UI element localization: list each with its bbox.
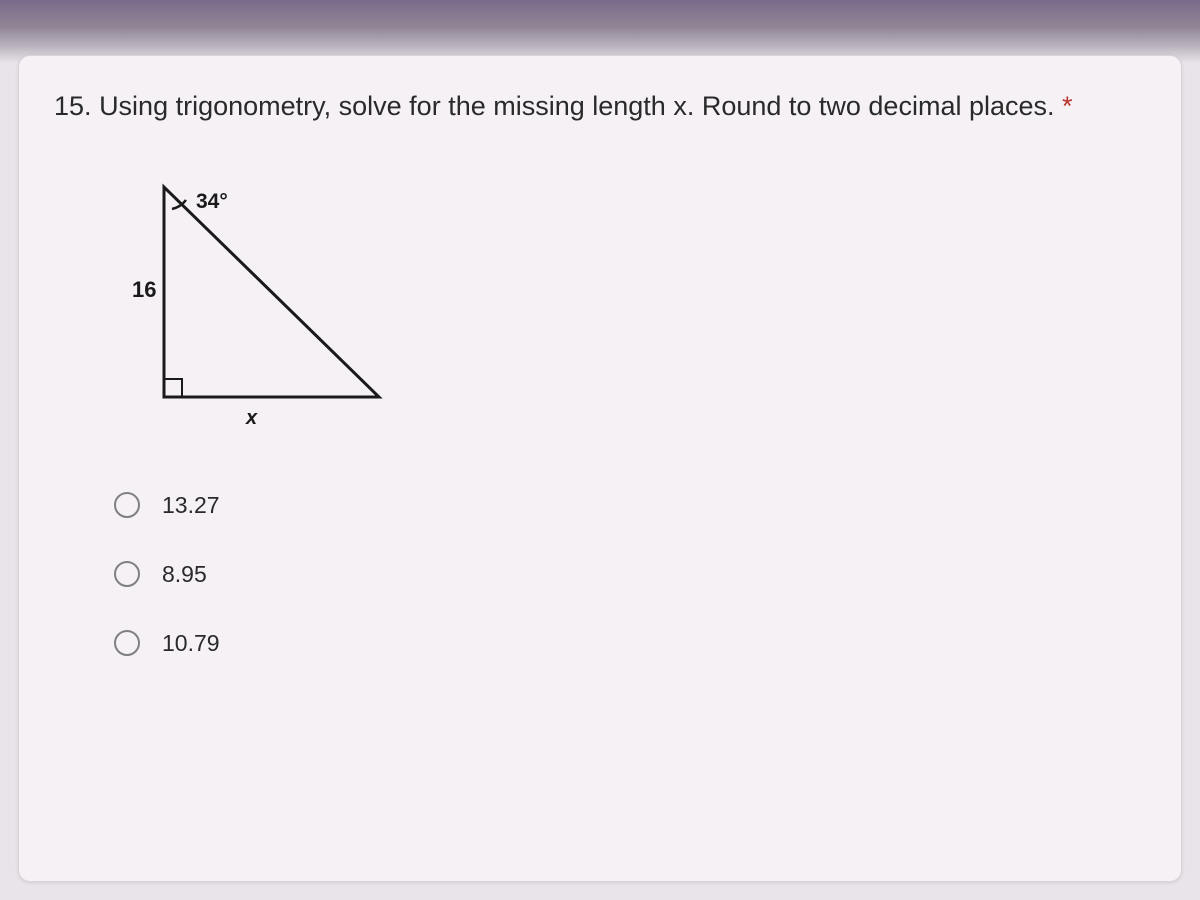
option-label: 10.79: [162, 630, 220, 657]
option-label: 8.95: [162, 561, 207, 588]
vertical-side-label: 16: [132, 277, 156, 303]
answer-options: 13.27 8.95 10.79: [114, 492, 1146, 657]
angle-label: 34°: [196, 190, 228, 214]
radio-button[interactable]: [114, 492, 140, 518]
triangle-shape: [164, 187, 379, 397]
question-number: 15.: [54, 91, 92, 121]
question-text: 15. Using trigonometry, solve for the mi…: [54, 86, 1146, 127]
right-angle-marker: [164, 379, 182, 397]
option-row[interactable]: 8.95: [114, 561, 1146, 588]
option-row[interactable]: 13.27: [114, 492, 1146, 519]
radio-button[interactable]: [114, 561, 140, 587]
base-label: x: [246, 407, 257, 430]
option-label: 13.27: [162, 492, 220, 519]
option-row[interactable]: 10.79: [114, 630, 1146, 657]
required-indicator: *: [1062, 91, 1073, 121]
question-body: Using trigonometry, solve for the missin…: [99, 91, 1054, 121]
question-card: 15. Using trigonometry, solve for the mi…: [18, 55, 1182, 882]
triangle-diagram: 34° 16 x: [134, 182, 414, 442]
radio-button[interactable]: [114, 630, 140, 656]
triangle-svg: [134, 182, 414, 442]
